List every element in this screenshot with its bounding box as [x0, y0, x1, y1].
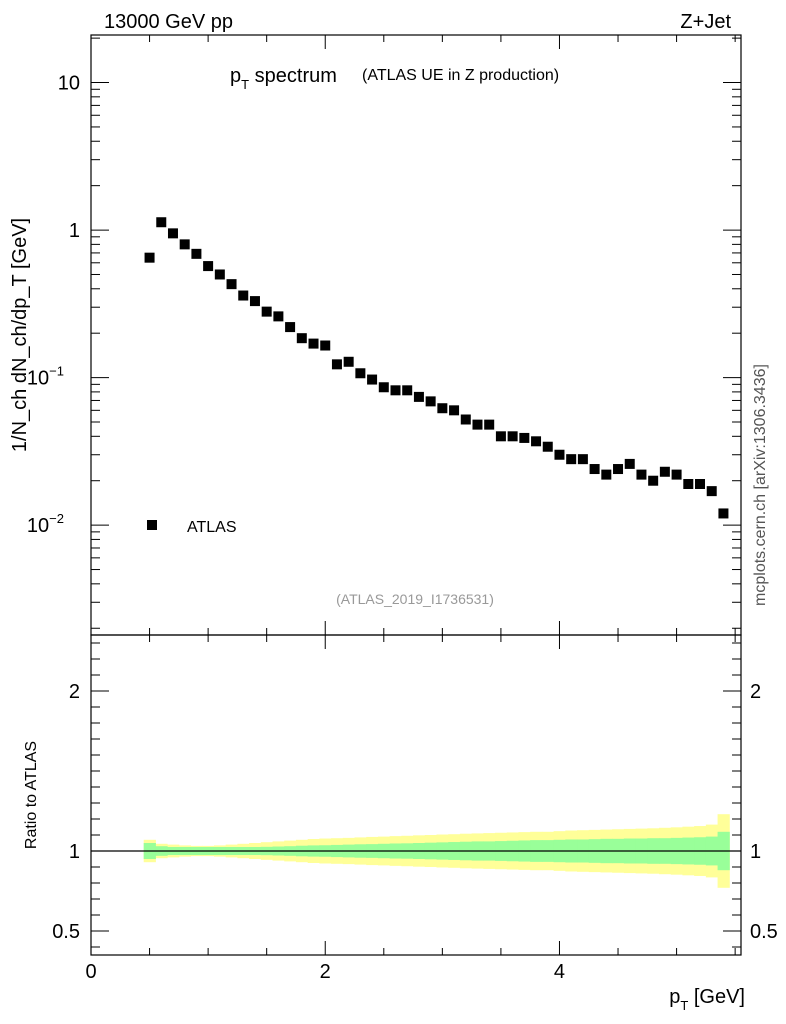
ratio-plot-frame — [90, 634, 742, 956]
watermark: (ATLAS_2019_I1736531) — [336, 591, 494, 607]
main-y-tick-label: 10 — [58, 73, 80, 95]
plot-title: pT spectrum — [230, 65, 337, 92]
data-point — [718, 508, 729, 519]
data-point — [589, 464, 600, 475]
ratio-axis-ticks — [90, 635, 741, 955]
data-point — [402, 385, 413, 396]
data-point — [636, 469, 647, 480]
ratio-y-tick-label: 0.5 — [52, 921, 80, 943]
main-y-axis-label: 1/N_ch dN_ch/dp_T [GeV] — [9, 218, 31, 452]
ratio-y-tick-label-right: 1 — [750, 841, 761, 863]
data-point — [226, 279, 237, 290]
main-y-tick-labels: 10 1 10−1 10−2 — [27, 73, 80, 538]
data-point — [531, 436, 542, 447]
header-left-label: 13000 GeV pp — [104, 11, 233, 33]
data-point — [554, 449, 565, 460]
ratio-y-axis-label: Ratio to ATLAS — [23, 741, 40, 849]
data-point — [507, 431, 518, 442]
data-point — [566, 454, 577, 465]
data-point — [484, 419, 495, 430]
data-point — [577, 454, 588, 465]
data-point — [472, 419, 483, 430]
xlabel-rest: [GeV] — [688, 986, 745, 1008]
data-point — [449, 405, 460, 416]
main-y-tick-label: 10−1 — [27, 364, 64, 390]
data-point — [613, 464, 624, 475]
plot-title-note: (ATLAS UE in Z production) — [362, 67, 559, 84]
data-point — [671, 469, 682, 480]
main-y-tick-label: 10−2 — [27, 511, 64, 537]
data-point — [343, 356, 354, 367]
data-point — [413, 391, 424, 402]
side-label: mcplots.cern.ch [arXiv:1306.3436] — [752, 364, 769, 606]
main-plot-frame — [90, 34, 742, 636]
data-point — [495, 431, 506, 442]
data-point — [203, 261, 214, 272]
data-point — [249, 296, 260, 307]
legend-marker — [147, 520, 157, 530]
data-point — [601, 469, 612, 480]
data-point — [179, 239, 190, 250]
data-point — [273, 311, 284, 322]
xlabel-sub: T — [680, 998, 688, 1013]
data-point — [238, 290, 249, 301]
data-point — [156, 217, 167, 228]
data-point — [706, 486, 717, 497]
data-point — [390, 385, 401, 396]
data-points — [144, 217, 729, 519]
x-tick-labels: 0 2 4 — [85, 961, 565, 983]
ratio-y-tick-label-right: 0.5 — [750, 921, 778, 943]
data-point — [144, 252, 155, 263]
data-point — [378, 382, 389, 393]
data-point — [460, 414, 471, 425]
x-tick-label: 4 — [554, 961, 565, 983]
plot-title-sub: T — [241, 77, 249, 92]
data-point — [367, 374, 378, 385]
legend-label: ATLAS — [187, 519, 237, 536]
data-point — [167, 228, 178, 239]
data-point — [285, 322, 296, 333]
main-panel: 10 1 10−1 10−2 pT spectrum (ATLAS UE in Z p… — [9, 34, 742, 636]
data-point — [519, 432, 530, 443]
data-point — [355, 368, 366, 379]
data-point — [659, 466, 670, 477]
ylabel-text: 1/N_ch dN_ch/dp_T [GeV] — [9, 218, 31, 452]
ratio-panel: 0.5 0.5 1 1 2 2 0 2 4 Ratio to ATLAS pT [GeV] — [23, 634, 778, 1013]
header-right-label: Z+Jet — [680, 11, 731, 33]
data-point — [320, 340, 331, 351]
main-y-tick-label: 1 — [69, 220, 80, 242]
data-point — [437, 403, 448, 414]
data-point — [648, 475, 659, 486]
ratio-y-tick-label: 1 — [69, 841, 80, 863]
data-point — [425, 396, 436, 407]
x-tick-label: 2 — [320, 961, 331, 983]
data-point — [308, 338, 319, 349]
data-point — [683, 479, 694, 490]
plot-title-rest: spectrum — [249, 65, 337, 87]
data-point — [191, 248, 202, 259]
ratio-y-tick-label-right: 2 — [750, 681, 761, 703]
xlabel-main: p — [669, 986, 680, 1008]
data-point — [261, 306, 272, 317]
ratio-y-tick-label: 2 — [69, 681, 80, 703]
x-tick-label: 0 — [85, 961, 96, 983]
data-point — [695, 479, 706, 490]
x-axis-label: pT [GeV] — [669, 986, 745, 1013]
data-point — [296, 333, 307, 344]
main-axis-ticks — [90, 35, 741, 635]
plot-title-main: p — [230, 65, 241, 87]
data-point — [331, 359, 342, 370]
ratio-y-tick-labels: 0.5 0.5 1 1 2 2 — [52, 681, 778, 943]
data-point — [624, 458, 635, 469]
data-point — [214, 269, 225, 280]
data-point — [542, 441, 553, 452]
